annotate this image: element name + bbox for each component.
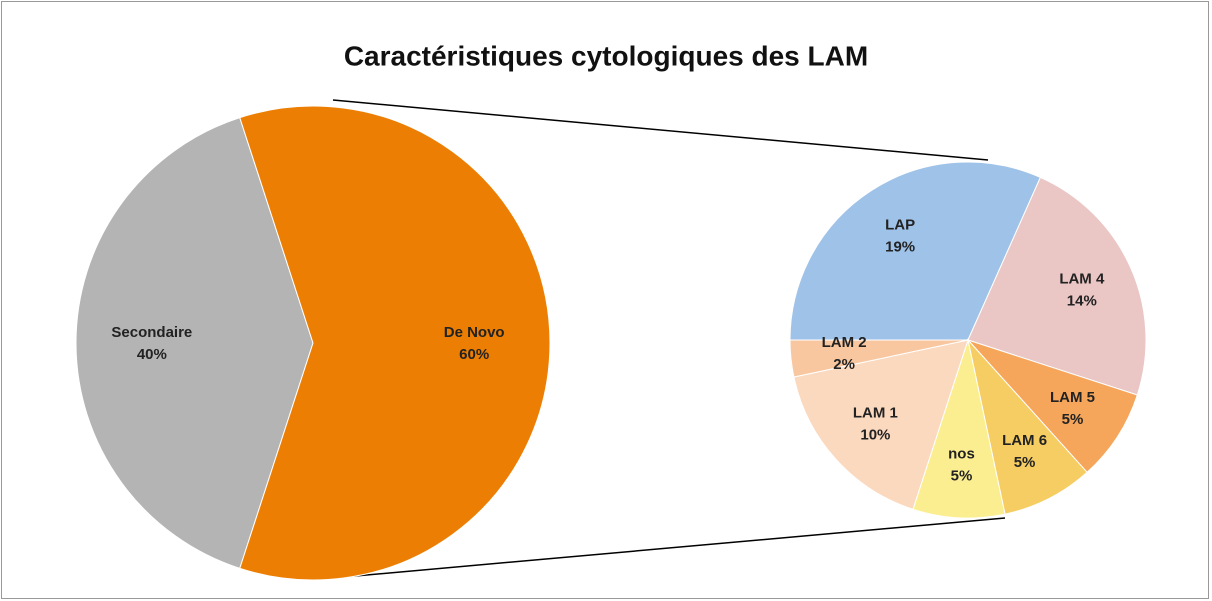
pie-slice bbox=[912, 338, 1006, 519]
slice-label: LAM 1 bbox=[853, 404, 898, 421]
slice-value-label: 2% bbox=[833, 356, 855, 373]
slice-value-label: 5% bbox=[951, 467, 973, 484]
pie-slice bbox=[966, 338, 1138, 473]
slice-value-label: 40% bbox=[137, 346, 167, 363]
chart-title: Caractéristiques cytologiques des LAM bbox=[344, 40, 868, 71]
slice-label: Secondaire bbox=[111, 324, 192, 341]
slice-value-label: 14% bbox=[1067, 292, 1097, 309]
connector-line bbox=[332, 517, 1006, 579]
pie-slice bbox=[967, 338, 1088, 515]
pie-slice bbox=[789, 161, 1042, 341]
connector-line bbox=[332, 99, 989, 161]
slice-label: LAM 6 bbox=[1002, 432, 1047, 449]
slice-value-label: 5% bbox=[1014, 454, 1036, 471]
pie-slice bbox=[239, 105, 551, 581]
slice-label: nos bbox=[948, 445, 975, 462]
slice-label: LAM 2 bbox=[822, 334, 867, 351]
pie-slice bbox=[789, 339, 969, 378]
slice-value-label: 19% bbox=[885, 238, 915, 255]
pie-slice bbox=[793, 339, 969, 510]
slice-value-label: 5% bbox=[1062, 411, 1084, 428]
pie-slice bbox=[75, 116, 314, 570]
slice-label: LAM 5 bbox=[1050, 389, 1095, 406]
slice-label: LAP bbox=[885, 216, 915, 233]
slice-label: LAM 4 bbox=[1059, 270, 1105, 287]
slice-value-label: 60% bbox=[459, 346, 489, 363]
pie-slice bbox=[967, 176, 1147, 396]
slice-value-label: 10% bbox=[860, 426, 890, 443]
slice-label: De Novo bbox=[444, 324, 505, 341]
